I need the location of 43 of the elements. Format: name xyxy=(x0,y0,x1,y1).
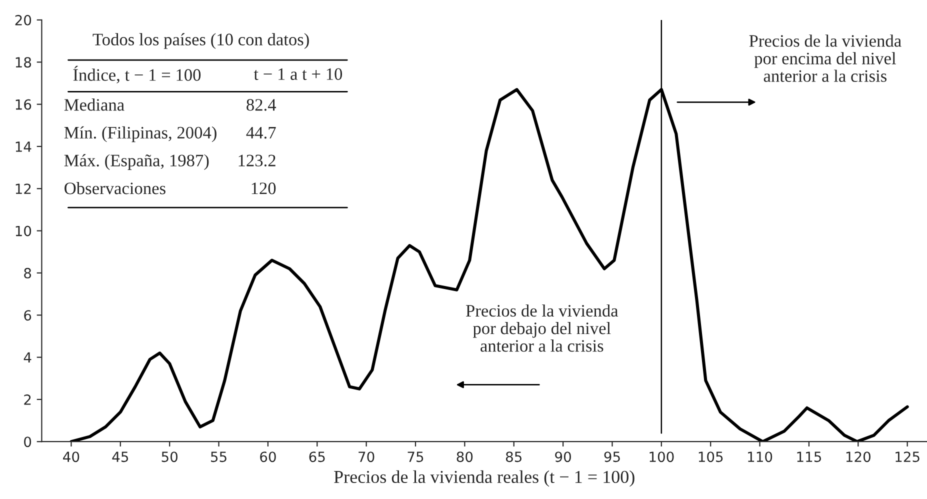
x-tick-label: 65 xyxy=(309,452,325,462)
y-tick-label: 14 xyxy=(16,142,32,152)
x-tick-label: 90 xyxy=(555,452,571,462)
y-tick-label: 8 xyxy=(24,268,32,278)
x-tick-label: 50 xyxy=(162,452,178,462)
x-tick-label: 40 xyxy=(63,452,80,462)
y-tick-label: 12 xyxy=(16,184,31,194)
y-tick-label: 4 xyxy=(24,352,32,363)
x-tick-label: 125 xyxy=(896,452,920,462)
annotation: 82.4 xyxy=(246,99,276,111)
y-tick-label: 18 xyxy=(16,57,32,68)
annotation: Máx. (España, 1987) xyxy=(64,154,209,170)
annotation: 44.7 xyxy=(246,126,276,139)
y-tick-label: 10 xyxy=(16,226,32,236)
annotation: Precios de la vivienda por encima del nivel anterior a la crisis xyxy=(749,34,902,82)
y-tick-label: 16 xyxy=(16,99,32,110)
y-tick-label: 20 xyxy=(15,14,32,26)
y-tick-label: 6 xyxy=(24,310,32,321)
annotation: Precios de la vivienda por debajo del nivel anterior a la crisis xyxy=(466,304,618,352)
x-tick-label: 110 xyxy=(748,452,772,462)
y-tick-label: 2 xyxy=(24,394,31,405)
x-tick-label: 85 xyxy=(506,452,522,462)
x-tick-label: 95 xyxy=(604,452,620,462)
x-tick-label: 70 xyxy=(358,452,374,462)
annotation: Mín. (Filipinas, 2004) xyxy=(64,126,216,142)
annotation: Todos los países (10 con datos) xyxy=(92,33,309,49)
x-tick-label: 60 xyxy=(260,452,276,462)
annotation: 123.2 xyxy=(238,154,276,166)
x-tick-label: 80 xyxy=(456,452,473,462)
x-tick-label: 75 xyxy=(408,452,424,462)
x-axis-title: Precios de la vivienda reales (t − 1 = 100) xyxy=(334,470,634,487)
annotation: Mediana xyxy=(64,98,124,111)
x-tick-label: 100 xyxy=(650,452,674,462)
x-tick-label: 115 xyxy=(797,452,822,462)
annotation: Índice, t − 1 = 100 xyxy=(73,66,201,84)
x-tick-label: 105 xyxy=(698,452,723,462)
annotation: 120 xyxy=(252,182,276,194)
y-tick-label: 0 xyxy=(24,436,32,448)
x-tick-label: 45 xyxy=(112,452,128,462)
annotation: Observaciones xyxy=(64,182,166,194)
x-tick-label: 55 xyxy=(211,452,226,462)
x-tick-label: 120 xyxy=(846,452,870,462)
annotation: t − 1 a t + 10 xyxy=(254,68,342,80)
